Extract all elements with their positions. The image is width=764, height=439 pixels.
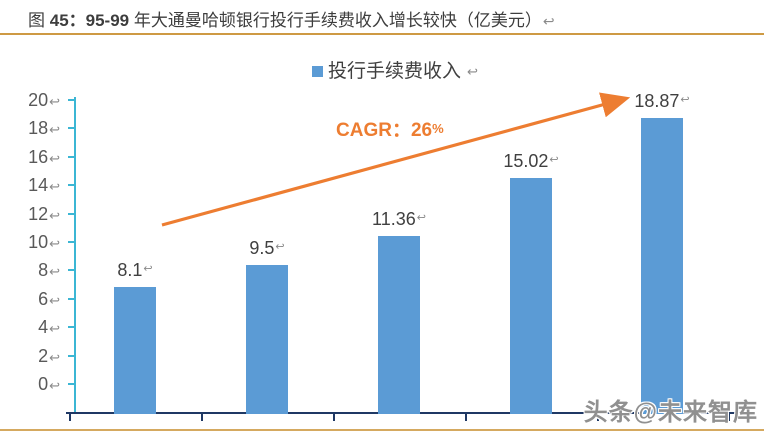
watermark: 头条@未来智库 xyxy=(583,399,758,426)
paragraph-mark: ↩ xyxy=(49,349,60,365)
bar xyxy=(510,178,552,414)
y-axis-label: 16↩ xyxy=(28,146,60,167)
paragraph-mark: ↩ xyxy=(49,321,60,337)
paragraph-mark: ↩ xyxy=(49,378,60,393)
paragraph-mark: ↩ xyxy=(680,94,690,106)
paragraph-mark: ↩ xyxy=(49,179,60,195)
y-axis-tick xyxy=(68,297,75,300)
bar xyxy=(378,236,420,414)
paragraph-mark: ↩ xyxy=(49,150,60,166)
figure-caption: 图 45：95-99 年大通曼哈顿银行投行手续费收入增长较快（亿美元）↩ xyxy=(28,6,555,31)
paragraph-mark: ↩ xyxy=(467,63,478,79)
paragraph-mark: ↩ xyxy=(143,263,153,275)
y-axis-label: 20↩ xyxy=(28,90,60,110)
x-axis-tick xyxy=(728,413,730,421)
bar-value-label: 18.87↩ xyxy=(634,91,690,111)
caption-rule-bottom xyxy=(0,429,764,431)
bar xyxy=(246,265,288,414)
x-axis-tick xyxy=(465,413,467,421)
x-axis-tick xyxy=(201,413,203,421)
y-axis-tick xyxy=(68,326,75,329)
y-axis xyxy=(74,97,76,414)
bar xyxy=(641,118,683,414)
legend-label: 投行手续费收入 xyxy=(328,61,462,82)
paragraph-mark: ↩ xyxy=(49,292,60,308)
y-axis-label: 14↩ xyxy=(28,175,60,196)
y-axis-label: 10↩ xyxy=(28,232,60,252)
cagr-value: 26 xyxy=(410,120,433,141)
paragraph-mark: ↩ xyxy=(275,241,285,253)
y-axis-tick xyxy=(68,212,75,215)
paragraph-mark: ↩ xyxy=(49,94,60,109)
y-axis-label: 0↩ xyxy=(38,374,60,394)
caption-text: 年大通曼哈顿银行投行手续费收入增长较快（亿美元） xyxy=(129,11,542,30)
y-axis-tick xyxy=(68,383,75,385)
bar-value-label: 9.5↩ xyxy=(249,238,285,258)
paragraph-mark: ↩ xyxy=(49,236,60,251)
caption-figure-word: 图 xyxy=(28,11,50,30)
paragraph-mark: ↩ xyxy=(49,207,60,223)
y-axis-tick xyxy=(68,127,75,130)
x-axis-tick xyxy=(597,413,599,421)
bar-value-label: 8.1↩ xyxy=(117,260,153,280)
y-axis-tick xyxy=(68,241,75,243)
y-axis-label: 12↩ xyxy=(28,203,60,224)
y-axis-tick xyxy=(68,269,75,272)
y-axis-tick xyxy=(68,155,75,158)
y-axis-label: 18↩ xyxy=(28,118,60,139)
cagr-percent-sign: % xyxy=(432,121,444,136)
x-axis-tick xyxy=(333,413,335,421)
y-axis-tick xyxy=(68,184,75,187)
y-axis-label: 6↩ xyxy=(38,288,60,309)
bar-value-label: 15.02↩ xyxy=(503,151,559,171)
legend-marker-icon xyxy=(312,66,323,77)
paragraph-mark: ↩ xyxy=(49,264,60,280)
y-axis-tick xyxy=(68,99,75,101)
cagr-annotation: CAGR：26% xyxy=(336,115,444,142)
caption-figure-number: 45：95-99 xyxy=(49,11,130,30)
x-axis-tick xyxy=(69,413,71,421)
paragraph-mark: ↩ xyxy=(49,122,60,138)
paragraph-mark: ↩ xyxy=(416,212,426,224)
y-axis-tick xyxy=(68,354,75,357)
bar-value-label: 11.36↩ xyxy=(372,209,426,229)
y-axis-label: 4↩ xyxy=(38,317,60,338)
paragraph-mark: ↩ xyxy=(542,13,555,29)
caption-rule-top xyxy=(0,33,764,35)
chart-legend: 投行手续费收入 ↩ xyxy=(312,61,478,82)
y-axis-label: 2↩ xyxy=(38,345,60,366)
paragraph-mark: ↩ xyxy=(549,154,559,166)
bar xyxy=(114,287,156,414)
y-axis-label: 8↩ xyxy=(38,260,60,281)
cagr-label: CAGR： xyxy=(336,120,411,141)
